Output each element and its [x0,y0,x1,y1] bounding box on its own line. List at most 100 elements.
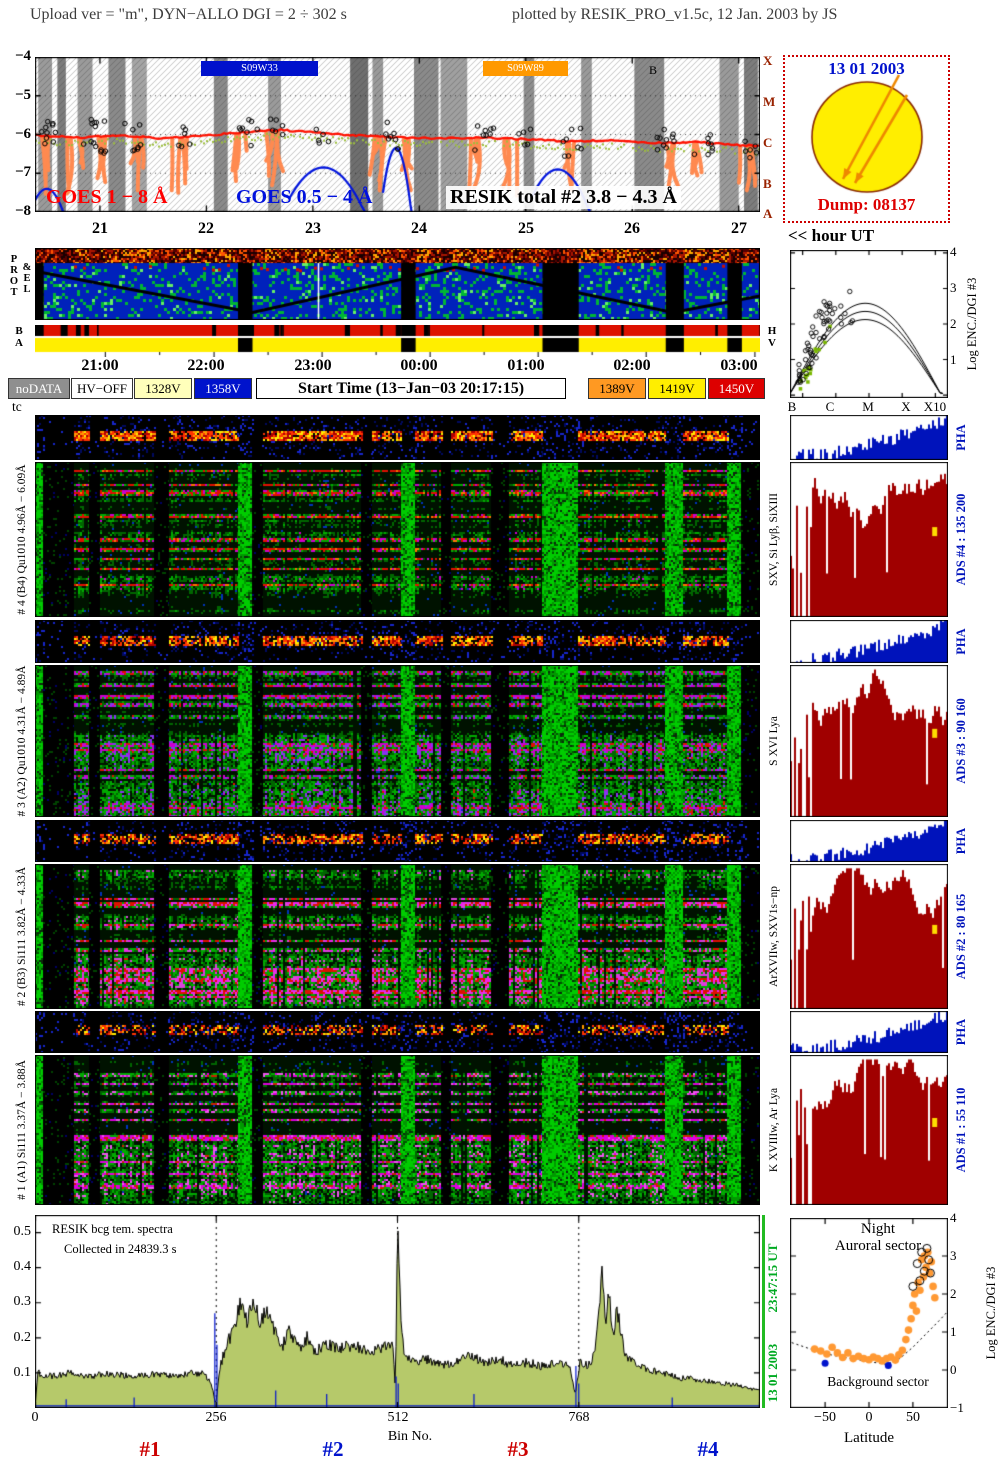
goes-y-tick: −5 [14,87,31,103]
channel-3-line-label: S XVI Lya [768,716,780,766]
lat-background-label: Background sector [827,1374,929,1389]
ba-hv-status-strip [35,325,760,357]
latitude-scatter-plot [790,1218,948,1408]
prot-el-label-line1: PROT [9,254,19,299]
ads-histogram-channel-2 [790,864,948,1009]
bcg-x-tick: 0 [31,1410,39,1425]
bcg-y-tick: 0.1 [13,1365,32,1380]
time-tick: 00:00 [400,357,438,374]
pha-label-3: PHA [954,628,968,655]
enc-y-tick: 1 [950,352,957,367]
lat-y-tick: 4 [950,1210,957,1225]
bcg-x-tick: 512 [387,1410,409,1425]
snapshot-time-label: 23:47:15 UT [765,1243,780,1313]
bcg-y-tick: 0.3 [13,1294,32,1309]
goes-low-series-label: GOES 1 − 8 Å [46,186,168,208]
time-tick: 01:00 [507,357,545,374]
goes-class-letter: A [763,206,773,221]
channel-4-line-label: SXV, Si Lyβ, SiXIII [768,493,780,586]
pha-strip-channel-2 [35,820,760,862]
quadrant-label-2: #2 [322,1437,344,1461]
header-right: plotted by RESIK_PRO_v1.5c, 12 Jan. 2003… [512,6,838,23]
legend-1389v: 1389V [588,378,646,399]
spectrogram-channel-2 [35,864,760,1009]
ads-histogram-channel-1 [790,1055,948,1205]
goes-x-tick: 27 [731,220,747,237]
background-spectra-plot [35,1215,760,1408]
hour-ut-label: << hour UT [788,226,875,245]
lat-y-tick: 0 [950,1362,957,1377]
time-tick: 23:00 [294,357,332,374]
bcg-x-tick: 768 [568,1410,590,1425]
channel-2-wavelength-label: # 2 (B3) Si111 3.82Å − 4.33Å [16,866,28,1007]
channel-3-wavelength-label: # 3 (A2) Qu1010 4.31Å − 4.89Å [16,665,28,817]
header-left: Upload ver = "m", DYN−ALLO DGI = 2 ÷ 302… [30,6,347,23]
tc-label: tc [12,399,22,414]
sun-dump-panel: 13 01 2003 Dump: 08137 [783,55,950,223]
legend-1358v: 1358V [194,378,252,399]
goes-class-letter: X [763,53,773,68]
enc-axis-label: Log ENC./DGI #3 [965,277,979,371]
goes-class-letter: M [763,94,776,109]
ads-histogram-channel-4 [790,462,948,617]
enc-x-tick: B [787,399,797,414]
ads-label-1: ADS #1 : 55 110 [954,1087,968,1173]
latitude-axis-label: Latitude [844,1430,894,1446]
quadrant-label-3: #3 [507,1437,529,1461]
bcg-subtitle: Collected in 24839.3 s [64,1242,177,1256]
channel-4-wavelength-label: # 4 (B4) Qu1010 4.96Å − 6.09Å [16,464,28,615]
pha-label-2: PHA [954,827,968,855]
enc-x-tick: M [862,399,874,414]
goes-class-letter: B [763,176,772,191]
flare-region-bar-blue: S09W33 [201,61,318,76]
channel-1-line-label: K XVIIIw, Ar Lya [768,1087,780,1173]
legend-1450v: 1450V [708,378,765,399]
goes-x-tick: 24 [411,220,427,237]
pha-label-1: PHA [954,1018,968,1046]
lat-x-tick: 50 [906,1410,920,1425]
channel-1-wavelength-label: # 1 (A1) Si111 3.37Å − 3.88Å [16,1060,28,1200]
legend-hv-off: HV−OFF [71,378,133,399]
time-tick: 21:00 [81,357,119,374]
goes-x-tick: 21 [92,220,108,237]
lat-y-tick: −1 [950,1400,964,1415]
time-tick: 22:00 [187,357,225,374]
lat-title-auroral: Auroral sector [834,1238,922,1254]
enc-vs-goes-class-scatter [790,250,948,398]
start-time-label: Start Time (13−Jan−03 20:17:15) [256,378,566,399]
pha-histogram-channel-1 [790,1011,948,1053]
time-tick: 03:00 [720,357,758,374]
goes-y-tick: −8 [14,203,31,219]
quadrant-label-1: #1 [139,1437,161,1461]
legend-1419v: 1419V [648,378,706,399]
enc-y-tick: 4 [950,244,957,259]
enc-x-tick: X [901,399,911,414]
pha-strip-channel-1 [35,1011,760,1053]
legend-nodata: noDATA [8,378,70,399]
enc-x-tick: C [825,399,835,414]
bcg-y-tick: 0.4 [13,1259,32,1274]
goes-x-tick: 26 [624,220,640,237]
enc-y-tick: 3 [950,280,957,295]
pha-histogram-channel-3 [790,620,948,663]
spectrogram-channel-3 [35,665,760,817]
spectrogram-channel-4 [35,462,760,617]
spectrogram-channel-1 [35,1055,760,1205]
sun-disk-drawing [785,57,948,221]
green-axis-line [762,1215,765,1408]
ads-label-3: ADS #3 : 90 160 [954,698,968,784]
goes-y-tick: −6 [14,126,31,142]
goes-b-marker: B [649,63,658,77]
bcg-x-tick: 256 [205,1410,227,1425]
ads-label-4: ADS #4 : 135 200 [954,493,968,586]
prot-el-label-line2: &EL [22,262,32,296]
lat-title-night: Night [860,1221,896,1237]
channel-2-line-label: ArXVIIw, SXV1s−np [768,886,780,987]
pha-histogram-channel-4 [790,415,948,460]
legend-1328v: 1328V [134,378,192,399]
ads-label-2: ADS #2 : 80 165 [954,893,968,980]
goes-x-tick: 22 [198,220,214,237]
pha-strip-channel-3 [35,620,760,663]
lat-x-tick: −50 [814,1410,836,1425]
